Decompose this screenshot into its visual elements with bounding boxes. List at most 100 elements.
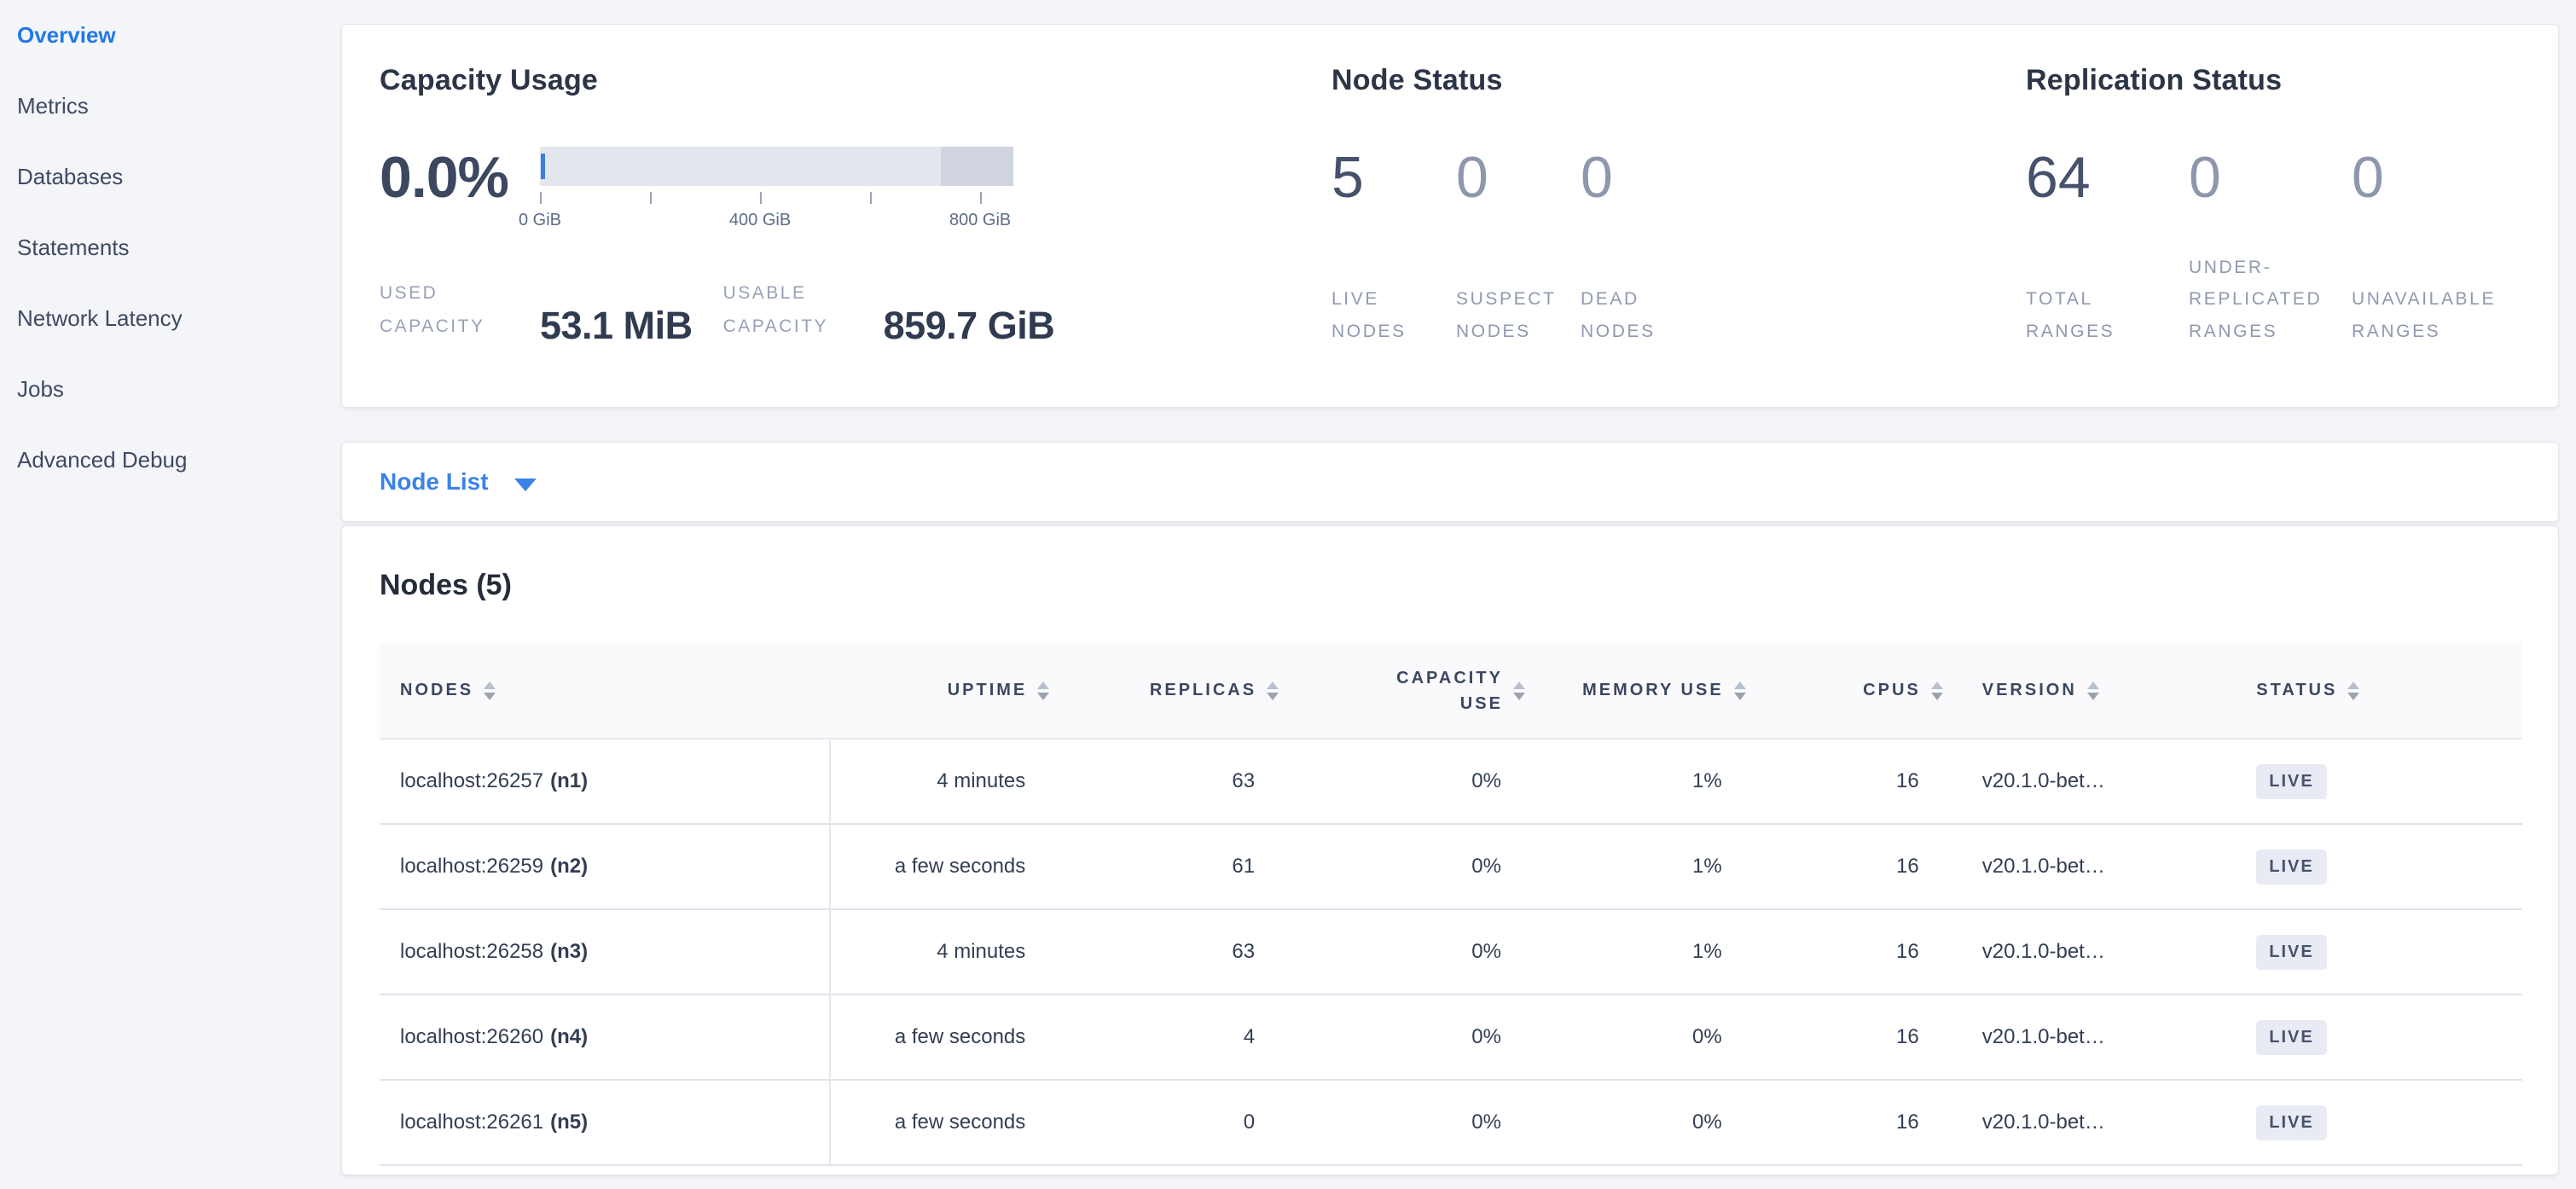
column-header-cpus[interactable]: CPUS — [1750, 643, 1948, 740]
column-header-version[interactable]: VERSION — [1947, 643, 2223, 740]
memory-use-cell: 0% — [1529, 995, 1751, 1081]
uptime-cell: a few seconds — [829, 1080, 1055, 1166]
capacity-summary: USED CAPACITY 53.1 MiB USABLE CAPACITY 8… — [380, 277, 1332, 347]
sort-icon — [2086, 681, 2099, 700]
node-list-dropdown[interactable]: Node List — [380, 468, 537, 496]
memory-use-cell: 0% — [1529, 1080, 1751, 1166]
status-badge: LIVE — [2256, 1019, 2327, 1055]
column-header-status[interactable]: STATUS — [2222, 643, 2522, 740]
cpus-cell: 16 — [1750, 909, 1948, 995]
suspect-nodes-value: 0 — [1456, 145, 1488, 210]
sort-icon — [1733, 681, 1746, 700]
node-id: (n5) — [550, 1111, 589, 1134]
status-cell: LIVE — [2222, 909, 2522, 995]
usable-capacity-stat: USABLE CAPACITY 859.7 GiB — [722, 277, 1055, 347]
axis-tick — [540, 192, 542, 204]
node-host: localhost:26259 — [400, 855, 544, 878]
main-content: Capacity Usage 0.0% — [341, 24, 2559, 1175]
column-header-label: CAPACITY USE — [1396, 668, 1503, 713]
node-address-cell[interactable]: localhost:26261 (n5) — [380, 1080, 831, 1166]
status-cell: LIVE — [2222, 824, 2522, 910]
version-cell: v20.1.0-bet… — [1947, 909, 2223, 995]
status-badge: LIVE — [2256, 1105, 2327, 1140]
capacity-use-cell: 0% — [1284, 909, 1530, 995]
sidebar-nav: Overview Metrics Databases Statements Ne… — [0, 0, 334, 496]
node-row[interactable]: localhost:26261 (n5) a few seconds 0 0% 0… — [380, 1080, 2522, 1166]
capacity-used-percent: 0.0% — [380, 145, 509, 210]
replicas-cell: 63 — [1054, 739, 1285, 825]
column-header-label: NODES — [400, 681, 474, 699]
status-cell: LIVE — [2222, 1080, 2522, 1166]
sidebar-item-advanced-debug[interactable]: Advanced Debug — [17, 447, 188, 473]
node-address-cell[interactable]: localhost:26260 (n4) — [380, 995, 831, 1081]
capacity-bar-reserved-segment — [940, 147, 1013, 186]
memory-use-cell: 1% — [1529, 739, 1751, 825]
node-host: localhost:26261 — [400, 1111, 544, 1134]
node-host: localhost:26258 — [400, 940, 544, 963]
version-cell: v20.1.0-bet… — [1947, 824, 2223, 910]
node-status-section: Node Status 5 LIVE NODES 0 SUSPECT NODES… — [1332, 64, 2026, 407]
node-row[interactable]: localhost:26259 (n2) a few seconds 61 0% … — [380, 824, 2522, 910]
uptime-cell: a few seconds — [829, 995, 1055, 1081]
unavailable-ranges-stat: 0 UNAVAILABLE RANGES — [2352, 148, 2515, 348]
node-id: (n1) — [550, 769, 589, 792]
capacity-axis-ticks — [540, 192, 1013, 206]
sort-icon — [2347, 681, 2360, 700]
version-cell: v20.1.0-bet… — [1947, 1080, 2223, 1166]
node-row[interactable]: localhost:26257 (n1) 4 minutes 63 0% 1% 1… — [380, 739, 2522, 825]
capacity-use-cell: 0% — [1284, 739, 1530, 825]
nodes-card-title: Nodes (5) — [380, 569, 512, 601]
column-header-uptime[interactable]: UPTIME — [829, 643, 1055, 740]
capacity-bar-chart: 0 GiB 400 GiB 800 GiB — [519, 147, 1013, 233]
node-host: localhost:26257 — [400, 769, 544, 792]
sort-icon — [1267, 681, 1279, 700]
axis-tick — [760, 192, 763, 204]
sidebar-item-overview[interactable]: Overview — [17, 22, 116, 48]
axis-tick — [650, 192, 653, 204]
axis-label: 800 GiB — [949, 211, 1012, 229]
node-row[interactable]: localhost:26260 (n4) a few seconds 4 0% 0… — [380, 995, 2522, 1081]
column-header-nodes[interactable]: NODES — [380, 643, 830, 740]
unavailable-ranges-value: 0 — [2352, 145, 2384, 210]
capacity-use-cell: 0% — [1284, 824, 1530, 910]
uptime-cell: 4 minutes — [829, 739, 1055, 825]
chevron-down-icon — [513, 478, 537, 491]
sidebar-item-jobs[interactable]: Jobs — [17, 376, 64, 402]
column-header-label: MEMORY USE — [1582, 681, 1724, 699]
node-row[interactable]: localhost:26258 (n3) 4 minutes 63 0% 1% 1… — [380, 909, 2522, 995]
capacity-usage-section: Capacity Usage 0.0% — [380, 64, 1332, 407]
capacity-axis-labels: 0 GiB 400 GiB 800 GiB — [519, 211, 1013, 233]
column-header-replicas[interactable]: REPLICAS — [1054, 643, 1285, 740]
node-address-cell[interactable]: localhost:26257 (n1) — [380, 739, 831, 825]
nodes-table: NODES UPTIME REPLICAS CAPACITY USE MEMOR… — [380, 643, 2522, 1166]
cluster-summary-card: Capacity Usage 0.0% — [341, 24, 2559, 408]
replicas-cell: 61 — [1054, 824, 1285, 910]
column-header-memory-use[interactable]: MEMORY USE — [1529, 643, 1751, 740]
cpus-cell: 16 — [1750, 1080, 1948, 1166]
status-cell: LIVE — [2222, 739, 2522, 825]
node-address-cell[interactable]: localhost:26259 (n2) — [380, 824, 831, 910]
column-header-capacity-use[interactable]: CAPACITY USE — [1284, 643, 1530, 740]
version-cell: v20.1.0-bet… — [1947, 739, 2223, 825]
memory-use-cell: 1% — [1529, 909, 1751, 995]
sidebar-item-metrics[interactable]: Metrics — [17, 93, 89, 119]
dead-nodes-label: DEAD NODES — [1581, 289, 1656, 342]
node-list-dropdown-label: Node List — [380, 468, 489, 495]
column-header-label: UPTIME — [947, 681, 1028, 699]
column-header-label: REPLICAS — [1149, 681, 1257, 699]
column-header-label: STATUS — [2256, 681, 2338, 699]
replicas-cell: 0 — [1054, 1080, 1285, 1166]
axis-tick — [980, 192, 983, 204]
node-host: localhost:26260 — [400, 1025, 544, 1048]
sort-icon — [1037, 681, 1050, 700]
sort-icon — [484, 681, 496, 700]
total-ranges-value: 64 — [2026, 145, 2091, 210]
nodes-card: Nodes (5) NODES UPTIME REPLICAS — [341, 525, 2559, 1175]
sidebar-item-network-latency[interactable]: Network Latency — [17, 305, 183, 331]
sidebar-item-databases[interactable]: Databases — [17, 164, 124, 189]
used-capacity-value: 53.1 MiB — [540, 303, 693, 347]
node-id: (n2) — [550, 855, 589, 878]
sidebar-item-statements[interactable]: Statements — [17, 235, 130, 260]
usable-capacity-label: USABLE CAPACITY — [722, 283, 829, 336]
node-address-cell[interactable]: localhost:26258 (n3) — [380, 909, 831, 995]
